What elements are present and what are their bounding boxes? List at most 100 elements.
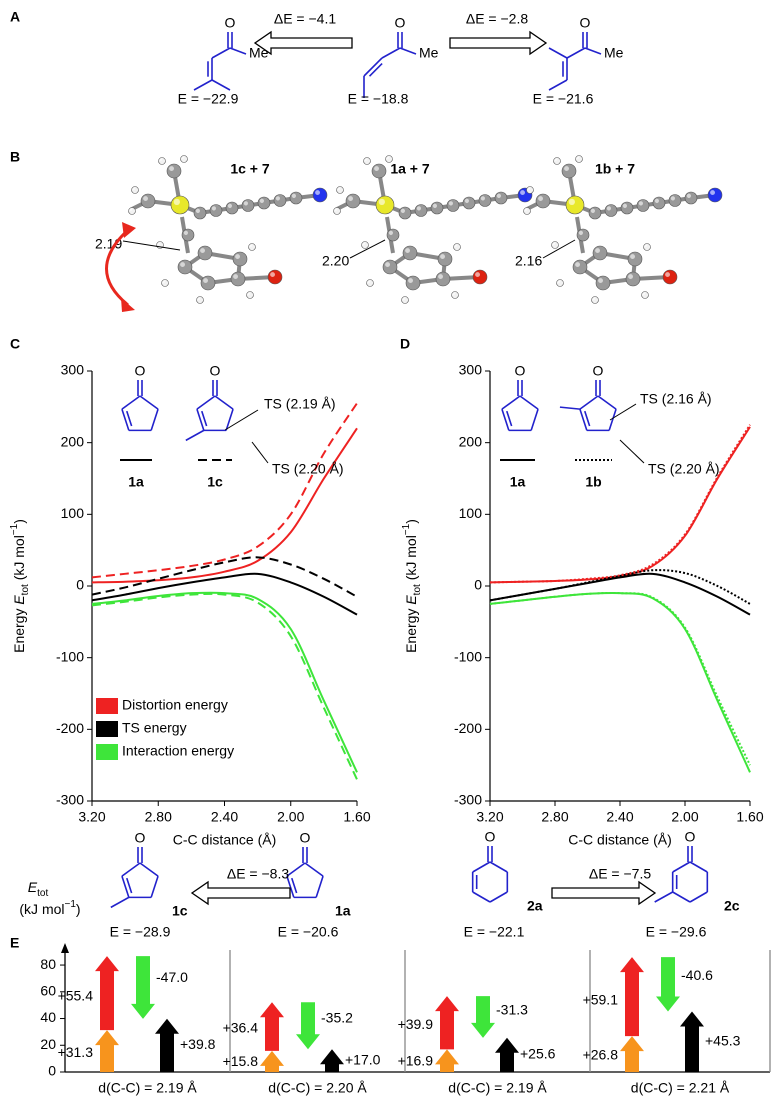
y-tick-label: 200: [61, 433, 85, 449]
bond: [229, 47, 247, 55]
energy-label: E = −28.9: [110, 924, 171, 940]
atom-highlight: [203, 278, 208, 283]
reaction-arrow: [190, 880, 291, 906]
y-axis-label-part: ): [76, 901, 81, 917]
atom-highlight: [448, 201, 453, 206]
atom: [572, 259, 588, 275]
value-label: +16.9: [398, 1053, 434, 1069]
atom-label: O: [300, 830, 311, 846]
legend-swatch: [96, 721, 118, 737]
atom-highlight: [247, 292, 250, 295]
annotation-leader: [619, 439, 645, 464]
bond: [139, 395, 159, 410]
bond: [584, 410, 591, 427]
energy-arrow: [95, 1030, 119, 1072]
y-axis-label-part: E: [28, 879, 38, 895]
energy-label: E = −20.6: [278, 924, 339, 940]
atom: [451, 291, 459, 299]
x-tick-label: 2.00: [277, 809, 304, 825]
y-tick-label: -300: [454, 792, 482, 808]
compound-label: 1a: [335, 903, 351, 919]
atom: [196, 296, 204, 304]
atom-highlight: [538, 196, 543, 201]
energy-arrow: [435, 996, 459, 1050]
atom: [662, 269, 678, 285]
bond: [196, 395, 216, 410]
atom: [333, 207, 341, 215]
section-label: d(C-C) = 2.21 Å: [631, 1080, 730, 1096]
atom: [267, 269, 283, 285]
atom-highlight: [576, 156, 580, 159]
atom: [414, 204, 428, 217]
value-label: +31.3: [58, 1044, 94, 1060]
atom-highlight: [233, 274, 238, 279]
value-label: +39.9: [398, 1016, 434, 1032]
value-label: +45.3: [705, 1032, 741, 1048]
atom-highlight: [183, 230, 188, 235]
bond: [530, 408, 539, 431]
bond: [185, 429, 205, 442]
series-line: [91, 402, 358, 579]
atom-highlight: [464, 198, 469, 203]
atom-highlight: [169, 166, 174, 171]
x-tick-label: 1.60: [736, 809, 763, 825]
atom-highlight: [475, 272, 480, 277]
atom-highlight: [527, 187, 531, 190]
value-label: +59.1: [583, 991, 619, 1007]
bond: [315, 875, 324, 898]
atom: [551, 241, 559, 249]
atom-highlight: [197, 297, 200, 300]
atom-highlight: [259, 198, 264, 203]
bond: [597, 395, 617, 410]
atom: [128, 207, 136, 215]
energy-arrow: [260, 1002, 284, 1051]
atom: [289, 191, 303, 205]
atom: [523, 207, 531, 215]
panel-label: D: [400, 336, 410, 352]
reaction-arrow: [253, 30, 353, 56]
atom: [209, 204, 223, 217]
atom: [595, 275, 611, 291]
atom: [366, 279, 374, 287]
atom-highlight: [337, 187, 340, 190]
bond: [506, 410, 513, 427]
atom-highlight: [405, 248, 410, 253]
bond: [193, 79, 213, 91]
key-label: 1a: [510, 474, 526, 490]
bond: [304, 862, 324, 877]
atom-highlight: [249, 244, 252, 247]
y-tick-label: 80: [40, 956, 56, 972]
energy-arrow: [620, 957, 644, 1037]
atom-highlight: [480, 196, 485, 201]
atom: [230, 271, 246, 287]
atom: [684, 191, 698, 205]
series-line: [489, 572, 751, 616]
bond: [121, 395, 141, 410]
atom-label: O: [135, 830, 146, 846]
y-axis-label-part: tot: [412, 584, 423, 595]
atom-highlight: [378, 198, 385, 206]
annotation: TS (2.20 Å): [648, 461, 720, 477]
x-tick-label: 2.00: [671, 809, 698, 825]
annotation: TS (2.19 Å): [264, 396, 336, 412]
bond: [110, 896, 130, 909]
atom-highlight: [552, 242, 556, 245]
y-tick-label: 0: [76, 577, 84, 593]
bond: [579, 408, 588, 431]
legend-swatch: [96, 698, 118, 714]
energy-arrow: [95, 956, 119, 1031]
key-label: 1b: [585, 474, 601, 490]
atom-highlight: [592, 297, 596, 300]
atom-highlight: [432, 203, 437, 208]
bond: [489, 891, 508, 903]
annotation: TS (2.20 Å): [272, 461, 344, 477]
panel-label: A: [10, 9, 20, 25]
reaction-arrow: [551, 880, 657, 906]
atom: [200, 275, 216, 291]
panel-label: B: [10, 149, 20, 165]
y-tick-label: -300: [56, 792, 84, 808]
bond: [672, 861, 691, 873]
bond: [689, 861, 708, 873]
atom-highlight: [402, 297, 405, 300]
atom: [604, 204, 618, 217]
